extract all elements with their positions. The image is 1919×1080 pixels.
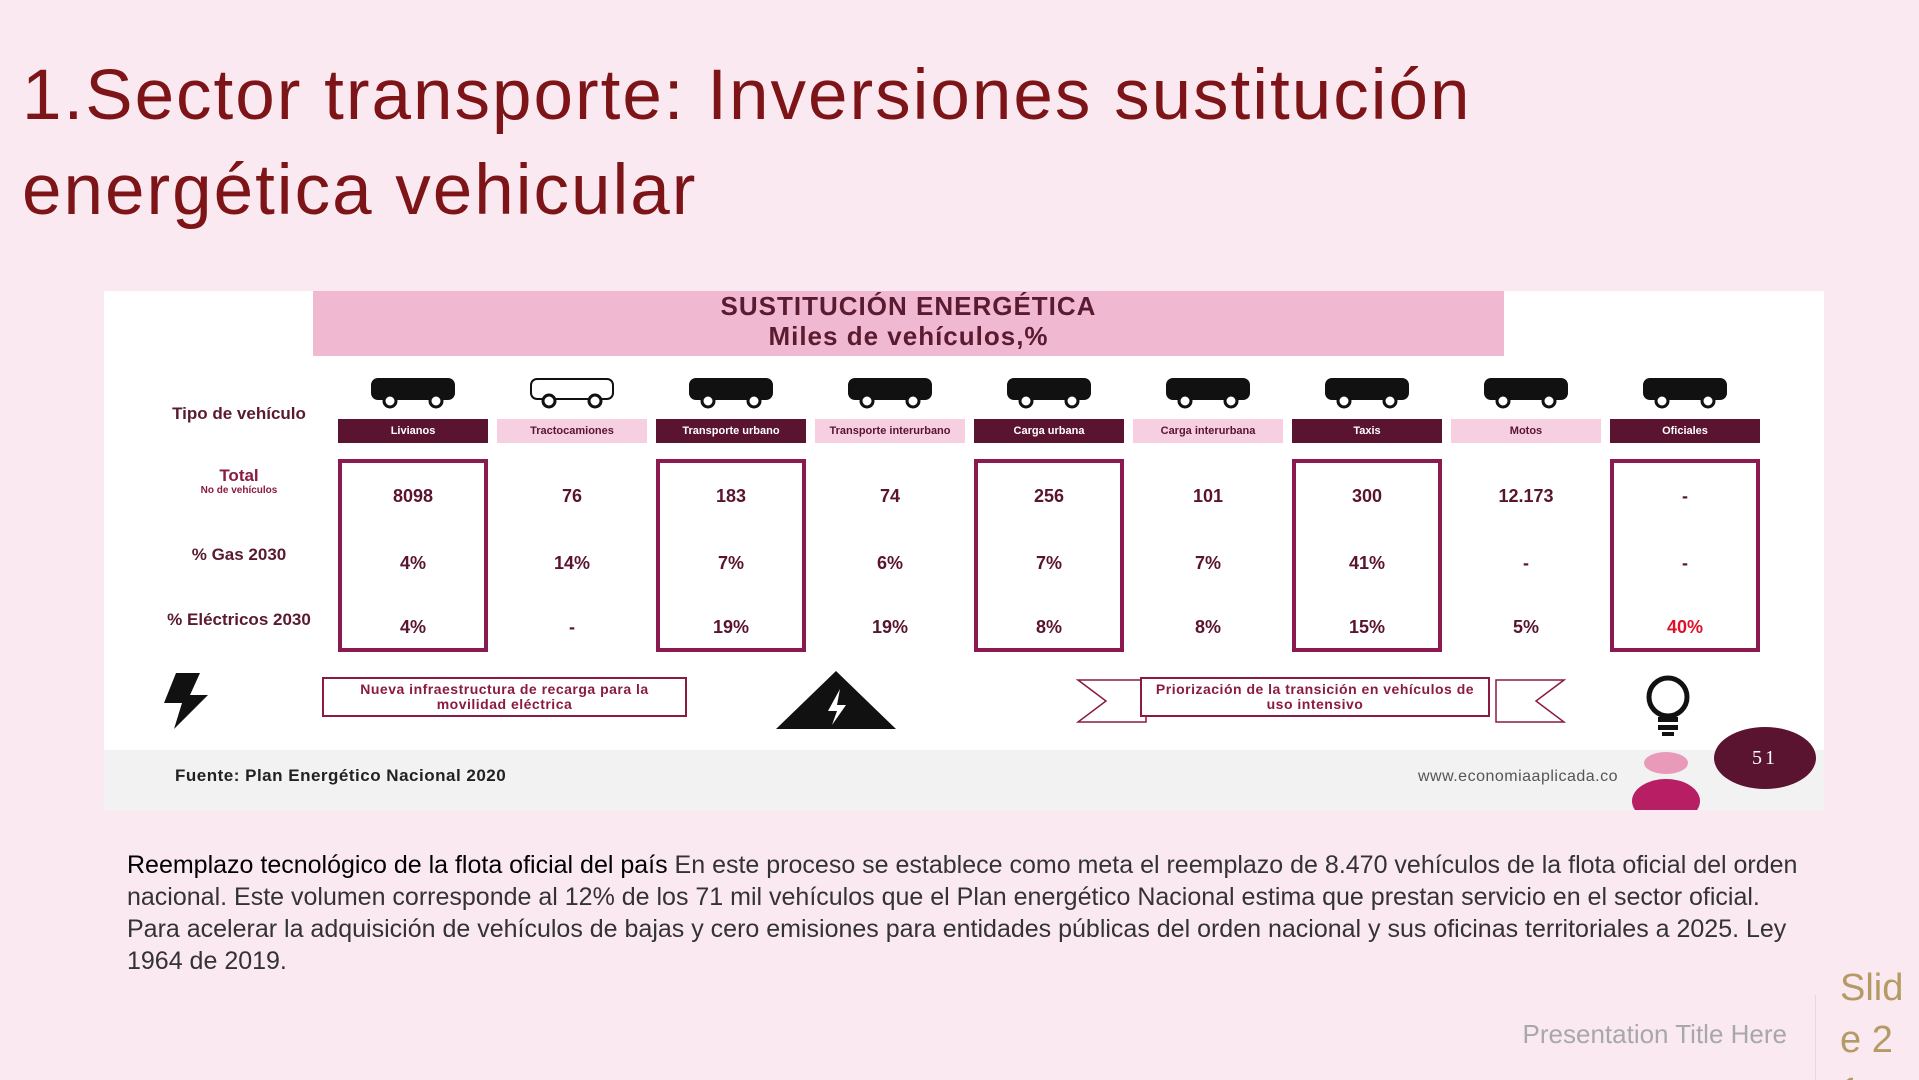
vehicle-icon (1643, 378, 1727, 409)
vehicle-name: Tractocamiones (497, 419, 647, 443)
vehicle-name: Taxis (1292, 419, 1442, 443)
vehicle-column: Transporte interurbano 74 6% 19% (811, 291, 969, 751)
gas-value: 14% (553, 553, 591, 573)
electric-value: 8% (1035, 617, 1062, 637)
total-value: 76 (561, 486, 583, 506)
vehicle-name: Carga urbana (974, 419, 1124, 443)
vehicle-icon (371, 378, 455, 409)
vehicle-icon (530, 378, 614, 409)
total-value: 12.173 (1498, 486, 1554, 506)
total-value: 183 (715, 486, 747, 506)
electric-value: - (569, 617, 575, 637)
row-label-text: Total (219, 466, 259, 485)
vehicle-icon (689, 378, 773, 409)
gas-value: - (1523, 553, 1529, 573)
source-strip (104, 750, 1824, 810)
electric-value: 40% (1666, 617, 1704, 637)
electric-value: 19% (712, 617, 750, 637)
vehicle-name: Livianos (338, 419, 488, 443)
warning-icon (776, 671, 896, 729)
gas-value: - (1682, 553, 1688, 573)
electric-value: 4% (399, 617, 426, 637)
electric-value: 5% (1512, 617, 1539, 637)
electric-value: 19% (871, 617, 909, 637)
infographic: SUSTITUCIÓN ENERGÉTICA Miles de vehículo… (104, 291, 1824, 810)
vehicle-icon (1007, 378, 1091, 409)
paragraph-body: En este proceso se establece como meta e… (127, 851, 1798, 975)
vehicle-icon (1325, 378, 1409, 409)
divider (1815, 995, 1816, 1080)
row-label: Tipo de vehículo (172, 404, 306, 423)
vehicle-name: Oficiales (1610, 419, 1760, 443)
vehicle-name: Transporte urbano (656, 419, 806, 443)
page-number: 51 (1714, 727, 1816, 789)
vehicle-column: Livianos 8098 4% 4% (334, 291, 492, 751)
total-value: 74 (879, 486, 901, 506)
slide-title: 1.Sector transporte: Inversiones sustitu… (22, 56, 1472, 230)
vehicle-name: Motos (1451, 419, 1601, 443)
gas-value: 7% (1194, 553, 1221, 573)
vehicle-icon (1166, 378, 1250, 409)
total-value: 256 (1033, 486, 1065, 506)
gas-value: 4% (399, 553, 426, 573)
row-label: Total No de vehículos (144, 466, 334, 497)
banner: Nueva infraestructura de recarga para la… (322, 677, 687, 717)
electric-value: 8% (1194, 617, 1221, 637)
website: www.economiaaplicada.co (1417, 768, 1618, 785)
gas-value: 41% (1348, 553, 1386, 573)
vehicle-column: Tractocamiones 76 14% - (493, 291, 651, 751)
source: Fuente: Plan Energético Nacional 2020 (175, 766, 507, 785)
row-label: % Eléctricos 2030 (167, 610, 311, 629)
vehicle-name: Transporte interurbano (815, 419, 965, 443)
heading-line: Miles de vehículos,% (768, 321, 1049, 351)
vehicle-name: Carga interurbana (1133, 419, 1283, 443)
vehicle-column: Motos 12.173 - 5% (1447, 291, 1605, 751)
paragraph: Reemplazo tecnológico de la flota oficia… (127, 849, 1817, 977)
gas-value: 6% (876, 553, 903, 573)
presentation-title: Presentation Title Here (1522, 1019, 1787, 1049)
lightning-icon (164, 673, 208, 729)
slide-number: Slide 21 (1840, 967, 1904, 1080)
value-box (1292, 459, 1442, 652)
vehicle-column: Carga urbana 256 7% 8% (970, 291, 1128, 751)
person-icon (1632, 752, 1700, 810)
row-label: % Gas 2030 (191, 545, 287, 564)
value-box (656, 459, 806, 652)
gas-value: 7% (1035, 553, 1062, 573)
total-value: 101 (1192, 486, 1224, 506)
ribbon-shape (1076, 679, 1566, 723)
infographic-heading: SUSTITUCIÓN ENERGÉTICA Miles de vehículo… (313, 291, 1504, 356)
vehicle-column: Oficiales - - 40% (1606, 291, 1764, 751)
value-box (1610, 459, 1760, 652)
gas-value: 7% (717, 553, 744, 573)
heading-line: SUSTITUCIÓN ENERGÉTICA (720, 291, 1097, 321)
bulb-icon (1646, 675, 1690, 736)
vehicle-column: Carga interurbana 101 7% 8% (1129, 291, 1287, 751)
vehicle-icon (1484, 378, 1568, 409)
row-label-sub: No de vehículos (200, 485, 278, 496)
banner: Priorización de la transición en vehícul… (1140, 677, 1490, 717)
total-value: - (1682, 486, 1688, 506)
value-box (974, 459, 1124, 652)
electric-value: 15% (1348, 617, 1386, 637)
total-value: 300 (1351, 486, 1383, 506)
vehicle-icon (848, 378, 932, 409)
vehicle-column: Taxis 300 41% 15% (1288, 291, 1446, 751)
paragraph-lead: Reemplazo tecnológico de la flota oficia… (127, 851, 668, 879)
total-value: 8098 (392, 486, 434, 506)
value-box (338, 459, 488, 652)
vehicle-column: Transporte urbano 183 7% 19% (652, 291, 810, 751)
